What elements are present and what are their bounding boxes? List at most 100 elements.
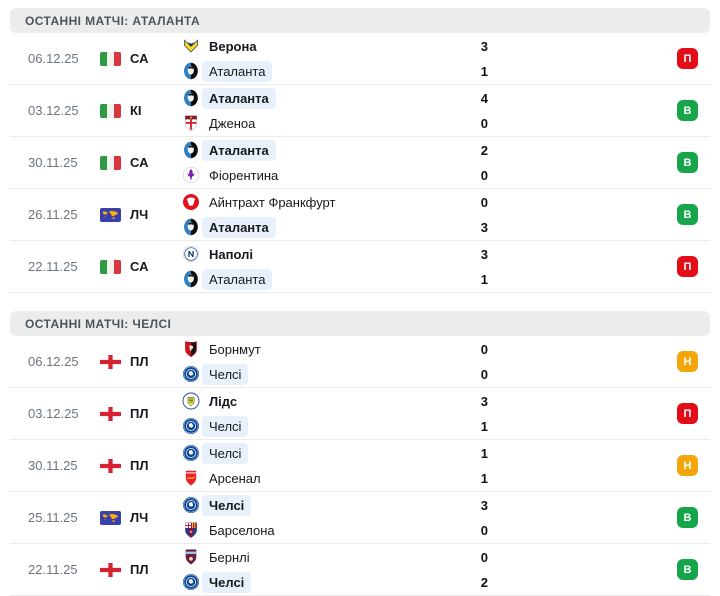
team-score: 1 — [480, 418, 488, 434]
team-name: Челсі — [202, 363, 249, 385]
team-name: Аталанта — [202, 268, 273, 290]
competition-code: СА — [130, 259, 149, 274]
verona-logo-icon — [182, 37, 200, 55]
team-name: Лідс — [209, 393, 238, 409]
competition-code: ПЛ — [130, 406, 149, 421]
england-flag-icon — [100, 458, 121, 473]
competition-code: КІ — [130, 103, 142, 118]
team-row-home: Аталанта 4 — [182, 87, 488, 110]
match-row[interactable]: 03.12.25 ПЛ Лідс 3 Челсі 1 П — [10, 388, 710, 440]
result-badge: Н — [677, 455, 698, 476]
team-name: Бернлі — [209, 549, 250, 565]
match-row[interactable]: 30.11.25 СА Аталанта 2 Фіорентина 0 В — [10, 137, 710, 189]
atalanta-logo-icon — [182, 62, 200, 80]
team-name: Верона — [209, 38, 257, 54]
italy-flag-icon — [100, 155, 121, 170]
chelsea-logo-icon — [182, 444, 200, 462]
team-row-away: Челсі 0 — [182, 363, 488, 386]
match-row[interactable]: 06.12.25 СА Верона 3 Аталанта 1 П — [10, 33, 710, 85]
italy-flag-icon — [100, 51, 121, 66]
match-row[interactable]: 25.11.25 ЛЧ Челсі 3 Барселона 0 В — [10, 492, 710, 544]
match-row[interactable]: 22.11.25 ПЛ Бернлі 0 Челсі 2 В — [10, 544, 710, 596]
chelsea-logo-icon — [182, 496, 200, 514]
team-score: 2 — [480, 142, 488, 158]
competition-code: ЛЧ — [130, 207, 149, 222]
team-row-home: Бернлі 0 — [182, 546, 488, 569]
match-row[interactable]: 03.12.25 КІ Аталанта 4 Дженоа 0 В — [10, 85, 710, 137]
result-badge: П — [677, 48, 698, 69]
teams-block: Аталанта 2 Фіорентина 0 — [182, 139, 488, 187]
team-score: 3 — [480, 246, 488, 262]
competition-code: ПЛ — [130, 354, 149, 369]
team-name: Челсі — [202, 571, 252, 593]
teams-block: Борнмут 0 Челсі 0 — [182, 338, 488, 386]
team-row-home: Верона 3 — [182, 35, 488, 58]
competition: ПЛ — [100, 562, 182, 577]
teams-block: Айнтрахт Франкфурт 0 Аталанта 3 — [182, 191, 488, 239]
section-chelsea: ОСТАННІ МАТЧІ: ЧЕЛСІ 06.12.25 ПЛ Борнмут 0 Ч… — [10, 311, 710, 596]
team-score: 0 — [480, 341, 488, 357]
competition: ПЛ — [100, 406, 182, 421]
team-row-away: Дженоа 0 — [182, 112, 488, 135]
match-date: 06.12.25 — [28, 354, 79, 369]
section-title: ОСТАННІ МАТЧІ: АТАЛАНТА — [25, 13, 201, 28]
team-score: 2 — [480, 574, 488, 590]
team-name: Барселона — [209, 522, 275, 538]
team-score: 3 — [480, 393, 488, 409]
competition: КІ — [100, 103, 182, 118]
chelsea-logo-icon — [182, 365, 200, 383]
match-row[interactable]: 22.11.25 СА Наполі 3 Аталанта 1 П — [10, 241, 710, 293]
team-score: 0 — [480, 549, 488, 565]
team-name: Наполі — [209, 246, 253, 262]
eintracht-logo-icon — [182, 193, 200, 211]
result-badge: В — [677, 100, 698, 121]
match-date: 03.12.25 — [28, 406, 79, 421]
chelsea-logo-icon — [182, 573, 200, 591]
competition: ЛЧ — [100, 207, 182, 222]
match-date: 25.11.25 — [28, 510, 78, 525]
result-badge: В — [677, 204, 698, 225]
team-name: Аталанта — [202, 139, 276, 161]
team-row-away: Аталанта 1 — [182, 60, 488, 83]
match-list: 06.12.25 ПЛ Борнмут 0 Челсі 0 Н 03.12.25 ПЛ Лідс 3… — [10, 336, 710, 596]
ucl-flag-icon — [100, 510, 121, 525]
team-name: Арсенал — [209, 470, 261, 486]
match-row[interactable]: 06.12.25 ПЛ Борнмут 0 Челсі 0 Н — [10, 336, 710, 388]
team-name: Дженоа — [209, 115, 256, 131]
result-badge: В — [677, 507, 698, 528]
team-name: Челсі — [202, 442, 249, 464]
teams-block: Бернлі 0 Челсі 2 — [182, 546, 488, 594]
teams-block: Лідс 3 Челсі 1 — [182, 390, 488, 438]
team-row-away: Челсі 2 — [182, 571, 488, 594]
section-atalanta: ОСТАННІ МАТЧІ: АТАЛАНТА 06.12.25 СА Верона… — [10, 8, 710, 293]
competition-code: ПЛ — [130, 562, 149, 577]
match-date: 26.11.25 — [28, 207, 78, 222]
section-title-bar: ОСТАННІ МАТЧІ: АТАЛАНТА — [10, 8, 710, 33]
team-name: Аталанта — [202, 216, 276, 238]
atalanta-logo-icon — [182, 270, 200, 288]
italy-flag-icon — [100, 103, 121, 118]
team-row-away: Арсенал 1 — [182, 467, 488, 490]
competition-code: СА — [130, 155, 149, 170]
teams-block: Челсі 1 Арсенал 1 — [182, 442, 488, 490]
competition: СА — [100, 259, 182, 274]
team-row-away: Челсі 1 — [182, 415, 488, 438]
team-row-away: Аталанта 3 — [182, 216, 488, 239]
genoa-logo-icon — [182, 114, 200, 132]
match-row[interactable]: 30.11.25 ПЛ Челсі 1 Арсенал 1 Н — [10, 440, 710, 492]
match-date: 30.11.25 — [28, 155, 78, 170]
team-name: Борнмут — [209, 341, 261, 357]
teams-block: Аталанта 4 Дженоа 0 — [182, 87, 488, 135]
team-row-away: Фіорентина 0 — [182, 164, 488, 187]
ucl-flag-icon — [100, 207, 121, 222]
match-date: 22.11.25 — [28, 259, 78, 274]
team-score: 1 — [480, 271, 488, 287]
match-row[interactable]: 26.11.25 ЛЧ Айнтрахт Франкфурт 0 Аталанта 3 В — [10, 189, 710, 241]
competition-code: СА — [130, 51, 149, 66]
team-row-away: Аталанта 1 — [182, 268, 488, 291]
team-score: 1 — [480, 63, 488, 79]
teams-block: Наполі 3 Аталанта 1 — [182, 243, 488, 291]
competition-code: ЛЧ — [130, 510, 149, 525]
team-score: 0 — [480, 522, 488, 538]
fiorentina-logo-icon — [182, 166, 200, 184]
